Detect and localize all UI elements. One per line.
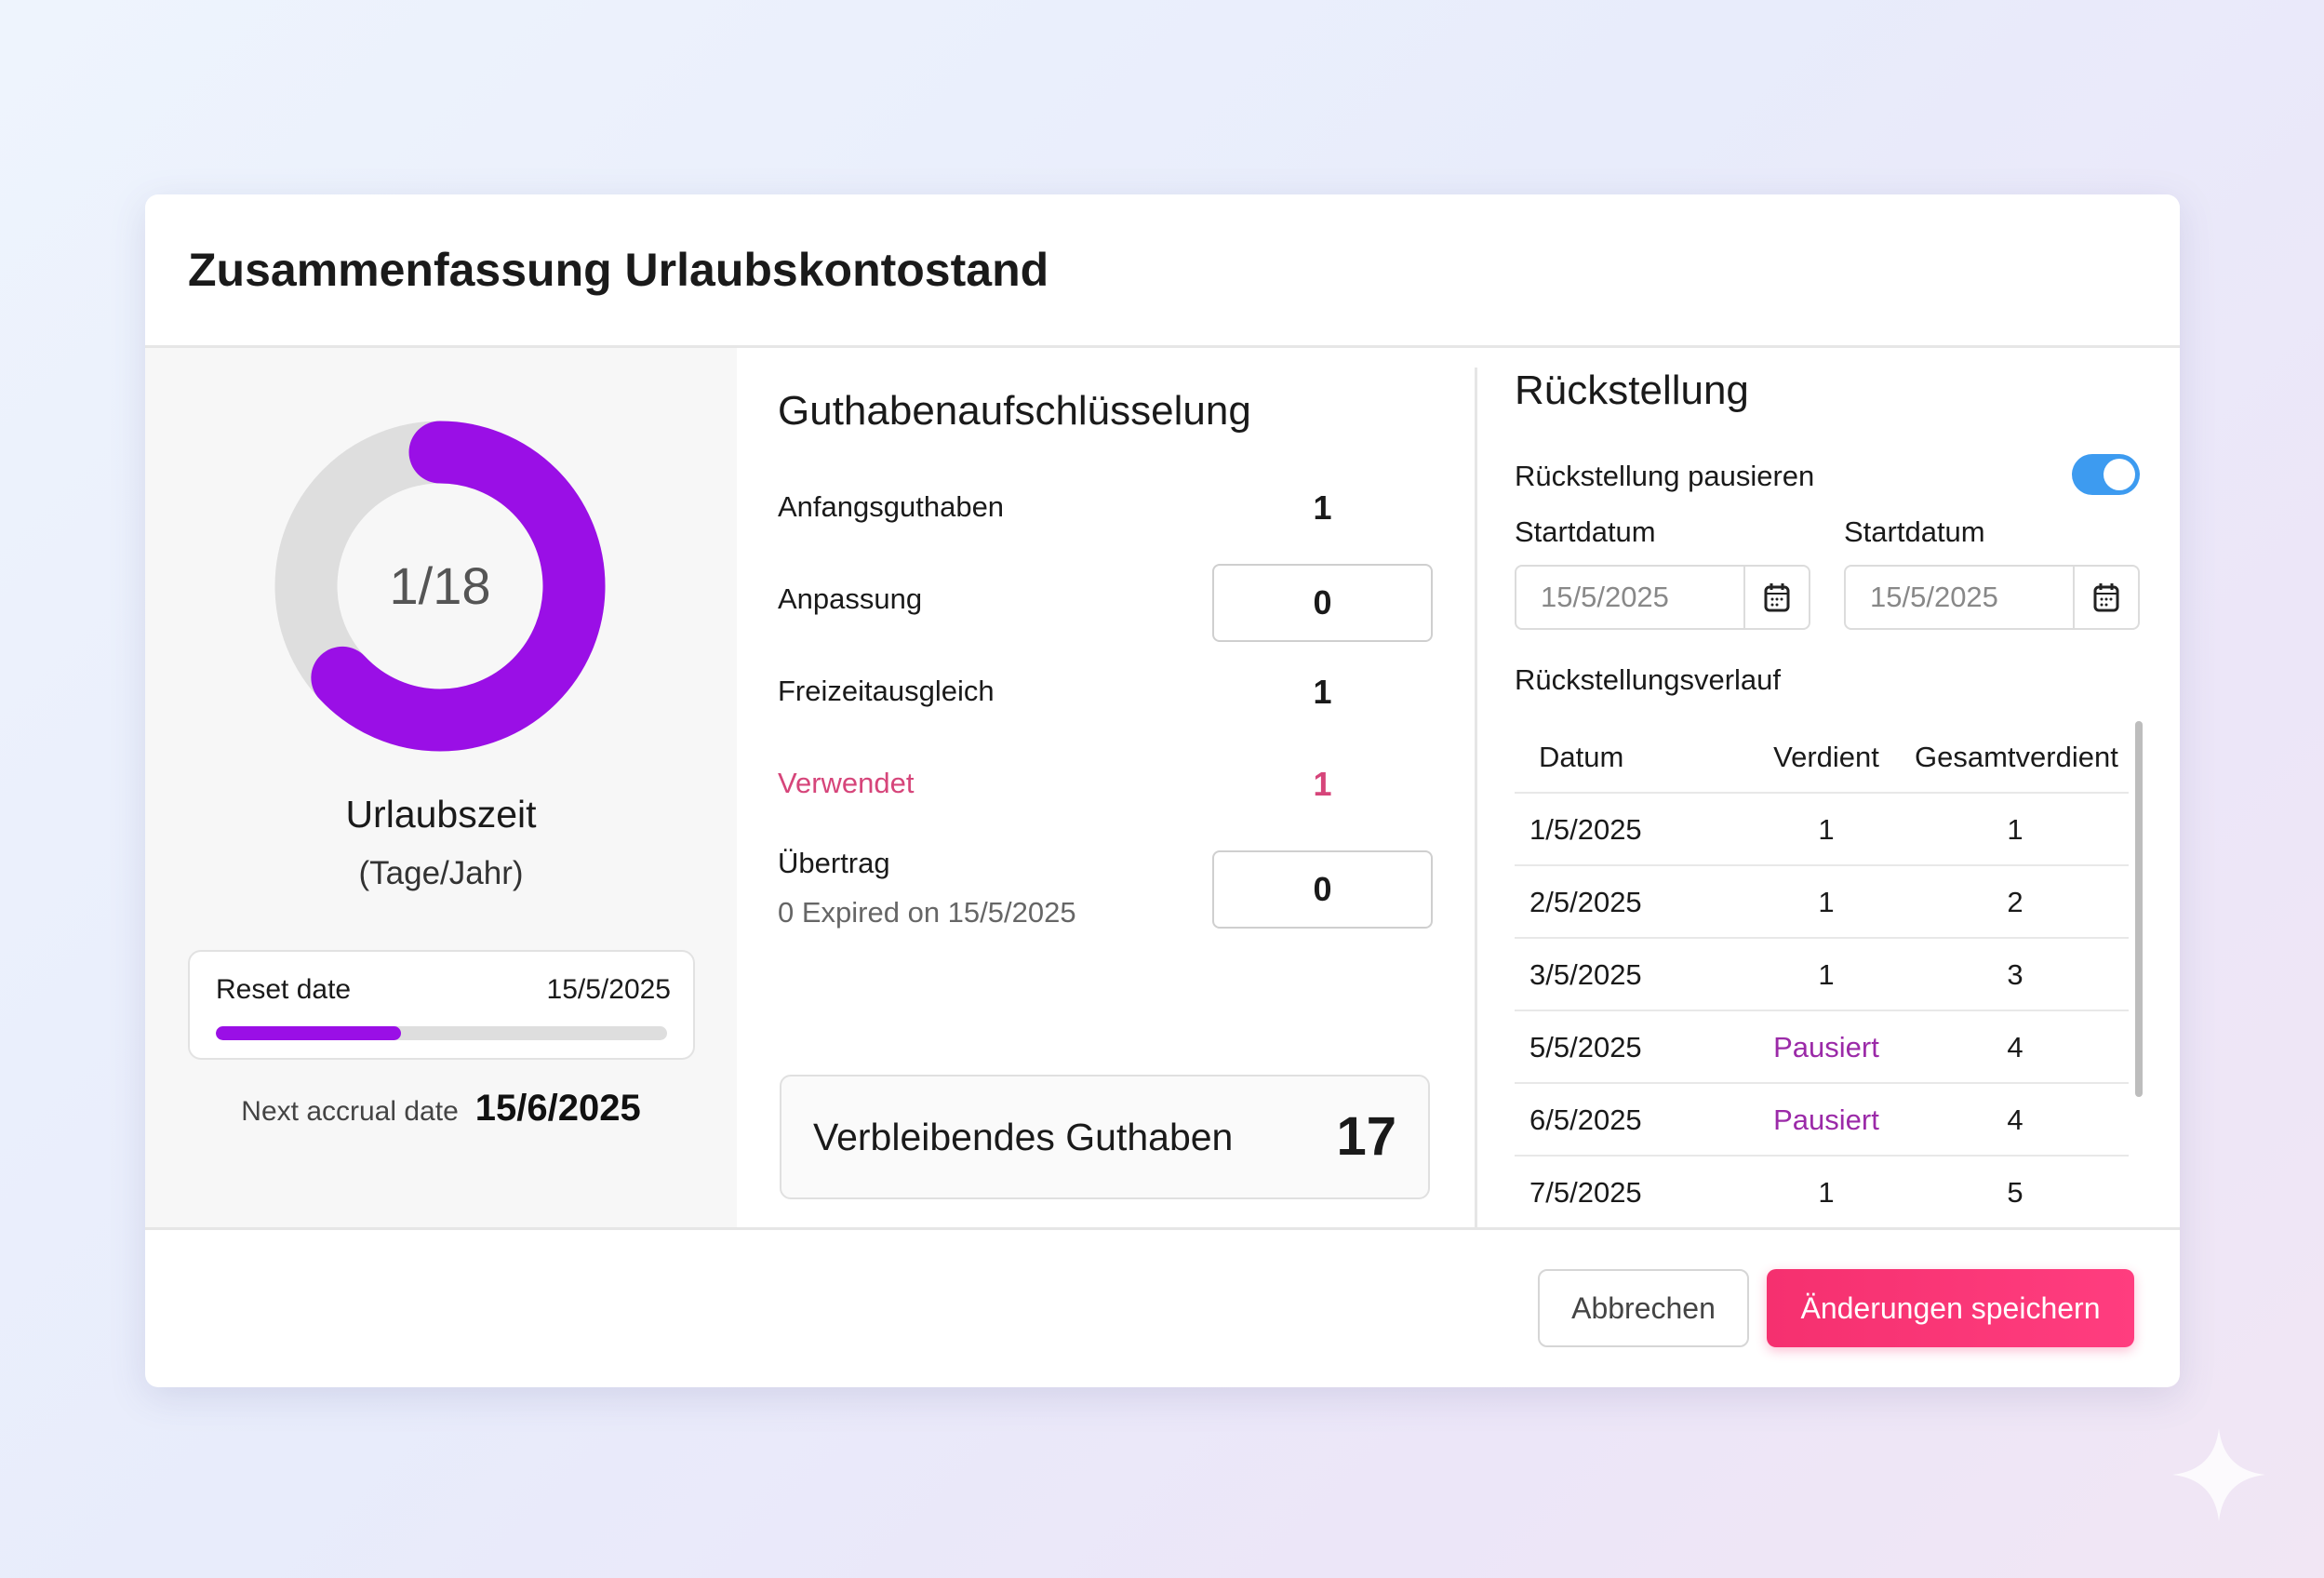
dialog-body: Zusammenfassung Urlaubskontostand 1/18 U… [145,194,2180,1227]
next-accrual-label: Next accrual date [241,1096,459,1127]
adjustment-input[interactable]: 0 [1212,564,1433,642]
row-total: 3 [2007,958,2023,991]
start-date-value-2: 15/5/2025 [1870,581,1998,613]
row-earned: 1 [1818,886,1835,918]
calendar-icon[interactable] [1743,567,1809,628]
table-row: 3/5/2025 1 3 [1515,939,2129,1011]
comp-time-value: 1 [1313,673,1332,711]
row-total: 4 [2007,1103,2023,1136]
table-row: 2/5/2025 1 2 [1515,866,2129,939]
pause-accrual-toggle[interactable] [2072,454,2140,495]
start-date-value: 15/5/2025 [1541,581,1669,613]
table-row: 1/5/2025 1 1 [1515,794,2129,866]
leave-balance-dialog: Zusammenfassung Urlaubskontostand 1/18 U… [145,194,2180,1387]
dialog-title: Zusammenfassung Urlaubskontostand [188,244,1049,296]
row-earned: 1 [1818,813,1835,846]
breakdown-title: Guthabenaufschlüsselung [778,388,1251,434]
row-total: 4 [2007,1031,2023,1063]
table-row: 5/5/2025 Pausiert 4 [1515,1011,2129,1084]
header-divider [145,345,2180,348]
column-divider [1475,368,1477,1227]
next-accrual: Next accrual date 15/6/2025 [145,1088,737,1130]
initial-balance-value: 1 [1313,488,1332,527]
table-row: 7/5/2025 1 5 [1515,1157,2129,1227]
next-accrual-date: 15/6/2025 [474,1088,641,1129]
row-date: 1/5/2025 [1529,813,1642,846]
carryover-input[interactable]: 0 [1212,850,1433,929]
start-date-label-2: Startdatum [1844,515,1985,548]
cancel-button[interactable]: Abbrechen [1538,1269,1749,1347]
column-header-date: Datum [1539,741,1624,773]
remaining-balance-label: Verbleibendes Guthaben [813,1116,1234,1158]
table-row: 6/5/2025 Pausiert 4 [1515,1084,2129,1157]
balance-fraction: 1/18 [389,556,491,615]
leave-type-label: Urlaubszeit [345,793,537,836]
used-value: 1 [1313,765,1332,803]
pause-accrual-label: Rückstellung pausieren [1515,460,1815,492]
row-date: 3/5/2025 [1529,958,1642,991]
row-earned: Pausiert [1773,1031,1879,1063]
save-changes-button[interactable]: Änderungen speichern [1767,1269,2134,1347]
accrual-title: Rückstellung [1515,368,1749,413]
table-header: Datum Verdient Gesamtverdient [1515,721,2129,794]
column-header-earned: Verdient [1773,741,1879,773]
column-header-total: Gesamtverdient [1915,741,2118,773]
adjustment-label: Anpassung [778,582,923,615]
footer-divider [145,1227,2180,1230]
comp-time-label: Freizeitausgleich [778,675,995,707]
accrual-history-label: Rückstellungsverlauf [1515,663,1782,696]
row-date: 6/5/2025 [1529,1103,1642,1136]
row-total: 5 [2007,1176,2023,1209]
reset-progress-fill [216,1026,401,1040]
calendar-icon[interactable] [2073,567,2138,628]
row-date: 2/5/2025 [1529,886,1642,918]
reset-date-card: Reset date 15/5/2025 [188,950,695,1060]
table-scrollbar[interactable] [2135,721,2143,1097]
row-earned: Pausiert [1773,1103,1879,1136]
start-date-input[interactable]: 15/5/2025 [1515,565,1810,630]
row-date: 5/5/2025 [1529,1031,1642,1063]
row-total: 1 [2007,813,2023,846]
sparkle-icon [2172,1428,2265,1521]
row-date: 7/5/2025 [1529,1176,1642,1209]
carryover-label: Übertrag [778,847,890,879]
donut-progress-arc [274,421,606,752]
remaining-balance-card: Verbleibendes Guthaben 17 [780,1075,1430,1199]
start-date-label: Startdatum [1515,515,1656,548]
reset-progress-bar [216,1026,667,1040]
remaining-balance-value: 17 [1336,1106,1396,1167]
start-date-input-2[interactable]: 15/5/2025 [1844,565,2140,630]
accrual-history-table: Datum Verdient Gesamtverdient 1/5/2025 1 1… [1515,721,2129,1227]
toggle-knob [2104,459,2135,490]
carryover-expiry-note: 0 Expired on 15/5/2025 [778,896,1076,929]
reset-date-label: Reset date [216,974,352,1005]
leave-unit-label: (Tage/Jahr) [358,855,524,891]
row-earned: 1 [1818,1176,1835,1209]
row-earned: 1 [1818,958,1835,991]
summary-panel [145,348,737,1227]
reset-date-value: 15/5/2025 [546,974,671,1005]
initial-balance-label: Anfangsguthaben [778,490,1005,523]
balance-donut-chart [274,421,606,752]
row-total: 2 [2007,886,2023,918]
used-label: Verwendet [778,767,915,799]
